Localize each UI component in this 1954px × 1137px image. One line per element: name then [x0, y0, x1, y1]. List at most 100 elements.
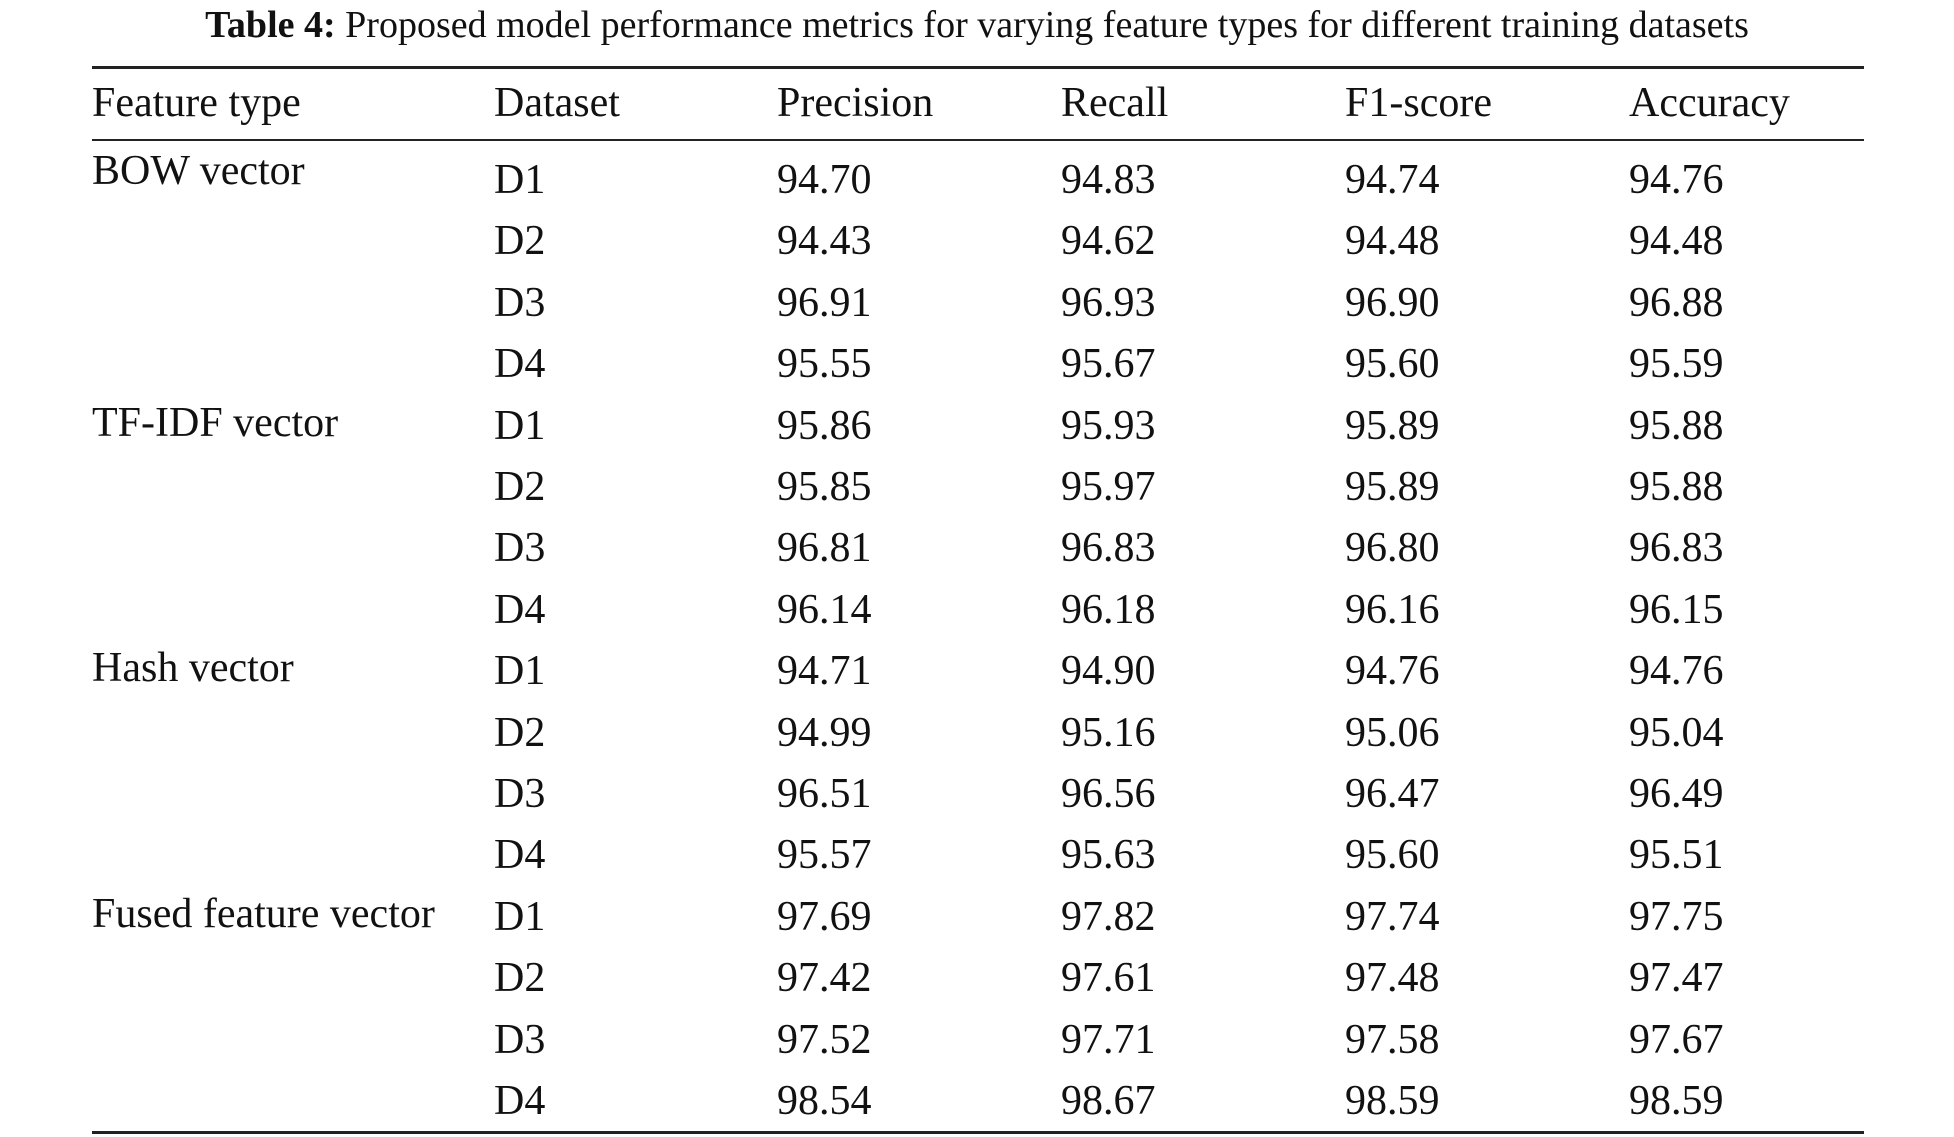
- f1-score-cell: 95.89: [1345, 464, 1440, 511]
- accuracy-cell: 95.88: [1629, 402, 1724, 449]
- recall-cell: 94.90: [1061, 648, 1156, 695]
- recall-cell: 95.93: [1061, 402, 1156, 449]
- f1-score-cell: 97.74: [1345, 893, 1440, 940]
- table-row: D4 98.54 98.67 98.59 98.59: [92, 1071, 1864, 1132]
- dataset-cell: D2: [494, 709, 546, 756]
- f1-score-cell: 94.74: [1345, 157, 1440, 203]
- accuracy-cell: 95.04: [1629, 709, 1724, 756]
- table-row: Hash vector D1 94.71 94.90 94.76 94.76: [92, 641, 1864, 702]
- f1-score-cell: 96.80: [1345, 525, 1440, 572]
- precision-cell: 94.99: [777, 709, 872, 756]
- recall-cell: 95.67: [1061, 341, 1156, 388]
- f1-score-cell: 96.47: [1345, 771, 1440, 818]
- caption-label: Table 4:: [205, 4, 336, 46]
- accuracy-cell: 96.15: [1629, 586, 1724, 633]
- precision-cell: 94.71: [777, 648, 872, 695]
- dataset-cell: D4: [494, 586, 546, 633]
- f1-score-cell: 97.58: [1345, 1016, 1440, 1063]
- table-row: D4 95.55 95.67 95.60 95.59: [92, 334, 1864, 395]
- f1-score-cell: 97.48: [1345, 955, 1440, 1002]
- dataset-cell: D1: [494, 893, 546, 940]
- accuracy-cell: 97.47: [1629, 955, 1724, 1002]
- metrics-table: Feature type Dataset Precision Recall F1…: [92, 66, 1864, 1133]
- table-row: D2 95.85 95.97 95.89 95.88: [92, 457, 1864, 518]
- dataset-cell: D3: [494, 1016, 546, 1063]
- dataset-cell: D4: [494, 832, 546, 879]
- table-row: BOW vector D1 94.70 94.83 94.74 94.76: [92, 140, 1864, 211]
- precision-cell: 94.70: [777, 157, 872, 203]
- table-row: D3 97.52 97.71 97.58 97.67: [92, 1010, 1864, 1071]
- recall-cell: 95.16: [1061, 709, 1156, 756]
- accuracy-cell: 94.48: [1629, 218, 1724, 265]
- precision-cell: 97.52: [777, 1016, 872, 1063]
- header-recall: Recall: [1061, 80, 1169, 126]
- recall-cell: 96.56: [1061, 771, 1156, 818]
- f1-score-cell: 95.89: [1345, 402, 1440, 449]
- feature-type-cell: TF-IDF vector: [92, 399, 339, 446]
- f1-score-cell: 95.60: [1345, 341, 1440, 388]
- precision-cell: 95.85: [777, 464, 872, 511]
- feature-type-cell: Hash vector: [92, 645, 294, 692]
- table-row: Fused feature vector D1 97.69 97.82 97.74 97.…: [92, 887, 1864, 948]
- table-row: D3 96.81 96.83 96.80 96.83: [92, 518, 1864, 579]
- header-accuracy: Accuracy: [1629, 80, 1790, 126]
- f1-score-cell: 95.60: [1345, 832, 1440, 879]
- dataset-cell: D4: [494, 1078, 546, 1125]
- precision-cell: 94.43: [777, 218, 872, 265]
- top-rule: [92, 66, 1864, 69]
- dataset-cell: D2: [494, 464, 546, 511]
- recall-cell: 97.71: [1061, 1016, 1156, 1063]
- header-row: Feature type Dataset Precision Recall F1…: [92, 66, 1864, 140]
- f1-score-cell: 95.06: [1345, 709, 1440, 756]
- accuracy-cell: 95.51: [1629, 832, 1724, 879]
- dataset-cell: D3: [494, 525, 546, 572]
- accuracy-cell: 95.59: [1629, 341, 1724, 388]
- header-dataset: Dataset: [494, 80, 620, 126]
- table-row: D4 95.57 95.63 95.60 95.51: [92, 825, 1864, 886]
- table-row: D4 96.14 96.18 96.16 96.15: [92, 580, 1864, 641]
- dataset-cell: D3: [494, 771, 546, 818]
- precision-cell: 96.14: [777, 586, 872, 633]
- accuracy-cell: 94.76: [1629, 157, 1724, 203]
- accuracy-cell: 98.59: [1629, 1078, 1724, 1125]
- table-row: D3 96.91 96.93 96.90 96.88: [92, 273, 1864, 334]
- recall-cell: 96.83: [1061, 525, 1156, 572]
- recall-cell: 98.67: [1061, 1078, 1156, 1125]
- header-feature-type: Feature type: [92, 80, 301, 126]
- precision-cell: 97.42: [777, 955, 872, 1002]
- recall-cell: 94.83: [1061, 157, 1156, 203]
- recall-cell: 97.61: [1061, 955, 1156, 1002]
- recall-cell: 95.97: [1061, 464, 1156, 511]
- table-row: D2 94.99 95.16 95.06 95.04: [92, 703, 1864, 764]
- precision-cell: 97.69: [777, 893, 872, 940]
- feature-type-cell: Fused feature vector: [92, 890, 435, 937]
- feature-type-cell: BOW vector: [92, 148, 305, 194]
- table-caption: Table 4: Proposed model performance metr…: [0, 0, 1954, 50]
- accuracy-cell: 96.83: [1629, 525, 1724, 572]
- dataset-cell: D1: [494, 157, 546, 203]
- accuracy-cell: 96.49: [1629, 771, 1724, 818]
- dataset-cell: D1: [494, 648, 546, 695]
- precision-cell: 96.81: [777, 525, 872, 572]
- recall-cell: 96.18: [1061, 586, 1156, 633]
- f1-score-cell: 96.16: [1345, 586, 1440, 633]
- precision-cell: 96.51: [777, 771, 872, 818]
- table-row: D2 97.42 97.61 97.48 97.47: [92, 948, 1864, 1009]
- accuracy-cell: 94.76: [1629, 648, 1724, 695]
- bottom-rule: [92, 1131, 1864, 1134]
- precision-cell: 95.57: [777, 832, 872, 879]
- dataset-cell: D1: [494, 402, 546, 449]
- header-f1-score: F1-score: [1345, 80, 1492, 126]
- accuracy-cell: 96.88: [1629, 279, 1724, 326]
- accuracy-cell: 95.88: [1629, 464, 1724, 511]
- precision-cell: 95.55: [777, 341, 872, 388]
- recall-cell: 94.62: [1061, 218, 1156, 265]
- header-rule: [92, 139, 1864, 141]
- recall-cell: 96.93: [1061, 279, 1156, 326]
- caption-text: Proposed model performance metrics for v…: [335, 4, 1749, 46]
- accuracy-cell: 97.75: [1629, 893, 1724, 940]
- precision-cell: 98.54: [777, 1078, 872, 1125]
- dataset-cell: D2: [494, 955, 546, 1002]
- precision-cell: 96.91: [777, 279, 872, 326]
- dataset-cell: D4: [494, 341, 546, 388]
